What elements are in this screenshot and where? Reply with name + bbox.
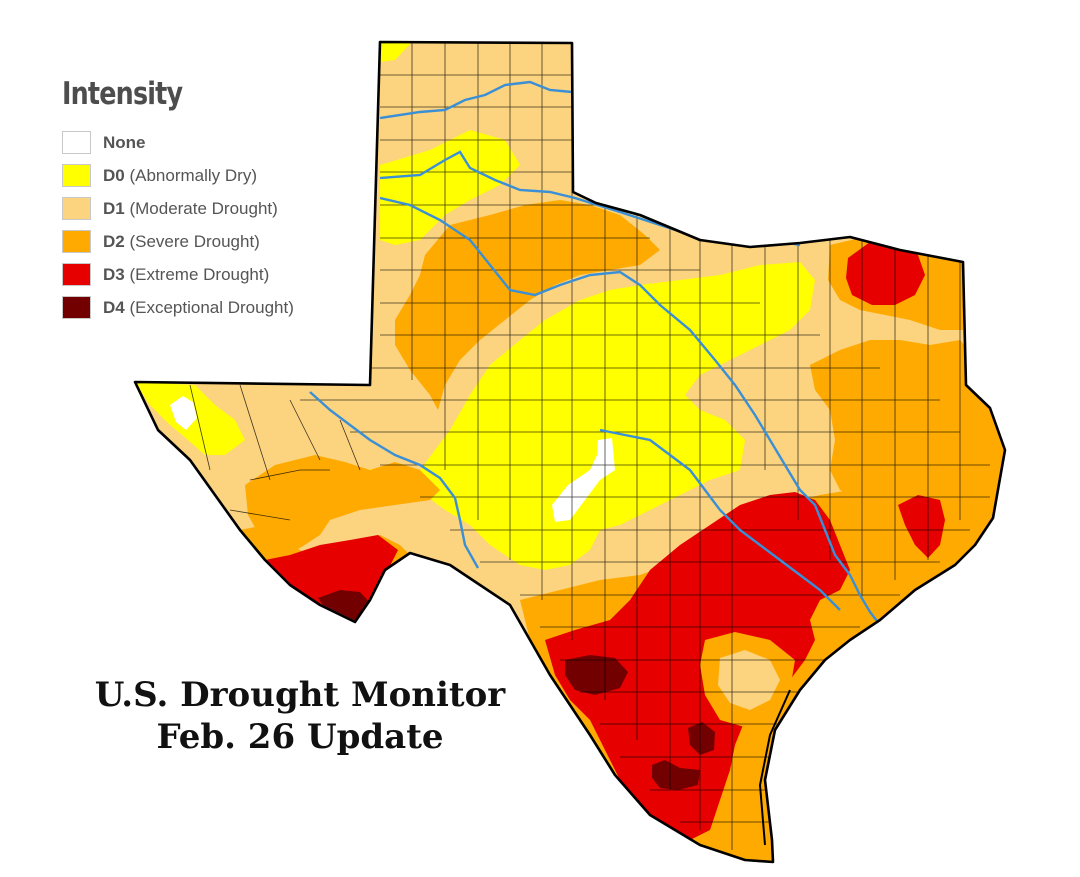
legend-title: Intensity xyxy=(62,76,183,112)
barrier-island xyxy=(758,689,791,846)
d0-area-central xyxy=(420,262,815,570)
legend-description: (Exceptional Drought) xyxy=(124,297,294,317)
legend-code: D4 xyxy=(103,297,125,317)
legend-item-d1: D1 (Moderate Drought) xyxy=(62,192,294,225)
legend-code: None xyxy=(103,132,146,152)
legend-items: None D0 (Abnormally Dry) D1 (Moderate Drou… xyxy=(62,126,294,324)
d2-area-east xyxy=(810,340,1005,505)
legend-item-d2: D2 (Severe Drought) xyxy=(62,225,294,258)
brazos-river xyxy=(379,196,881,626)
pecos-river xyxy=(309,391,480,569)
legend: Intensity None D0 (Abnormally Dry) D1 (Mod… xyxy=(62,76,294,324)
legend-label: None xyxy=(103,133,146,153)
d0-area-panhandle-top xyxy=(380,42,412,62)
legend-label: D0 (Abnormally Dry) xyxy=(103,166,257,186)
legend-label: D4 (Exceptional Drought) xyxy=(103,298,294,318)
d1-pocket-coastal-inner xyxy=(718,650,780,710)
legend-item-d3: D3 (Extreme Drought) xyxy=(62,258,294,291)
d3-area-northeast xyxy=(846,242,925,305)
legend-swatch xyxy=(62,230,91,253)
legend-label: D2 (Severe Drought) xyxy=(103,232,260,252)
legend-description: (Moderate Drought) xyxy=(124,198,278,218)
d4-area-hidalgo xyxy=(652,760,700,790)
d2-area-west xyxy=(245,455,440,555)
legend-item-d4: D4 (Exceptional Drought) xyxy=(62,291,294,324)
legend-code: D1 xyxy=(103,198,125,218)
legend-label: D3 (Extreme Drought) xyxy=(103,265,269,285)
legend-label: D1 (Moderate Drought) xyxy=(103,199,278,219)
legend-item-none: None xyxy=(62,126,294,159)
legend-description: (Severe Drought) xyxy=(124,231,260,251)
legend-description: (Abnormally Dry) xyxy=(124,165,257,185)
county-lines xyxy=(189,42,990,850)
d4-area-webb xyxy=(565,655,628,695)
none-area-west xyxy=(170,396,197,430)
legend-item-d0: D0 (Abnormally Dry) xyxy=(62,159,294,192)
legend-code: D2 xyxy=(103,231,125,251)
texas-outline xyxy=(133,40,1007,864)
legend-code: D3 xyxy=(103,264,125,284)
canadian-river xyxy=(379,80,573,120)
d0-area-rolling-plains xyxy=(380,130,520,245)
colorado-river xyxy=(599,428,841,611)
legend-swatch xyxy=(62,296,91,319)
legend-description: (Extreme Drought) xyxy=(124,264,270,284)
d4-area-duval xyxy=(688,722,715,755)
legend-swatch xyxy=(62,197,91,220)
d3-area-east xyxy=(898,495,945,558)
d2-area-panhandle xyxy=(395,200,660,410)
legend-swatch xyxy=(62,263,91,286)
map-caption: U.S. Drought Monitor Feb. 26 Update xyxy=(50,674,550,758)
d3-area-south-texas xyxy=(545,492,850,840)
none-area-central xyxy=(552,438,615,522)
legend-swatch xyxy=(62,164,91,187)
legend-code: D0 xyxy=(103,165,125,185)
caption-line-1: U.S. Drought Monitor xyxy=(94,675,506,715)
caption-line-2: Feb. 26 Update xyxy=(156,717,444,757)
legend-swatch xyxy=(62,131,91,154)
